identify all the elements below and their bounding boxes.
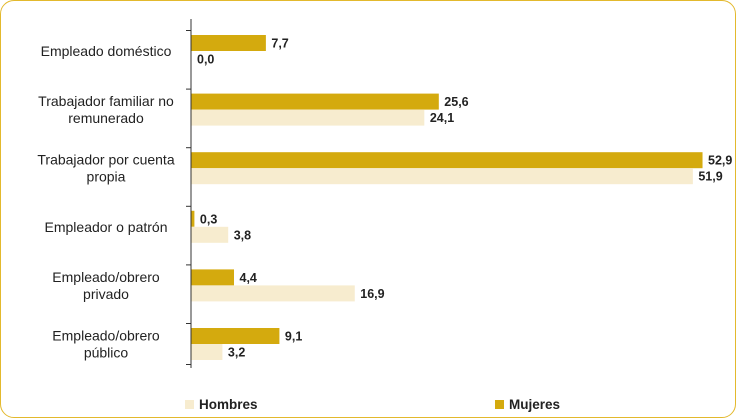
category-label: propia	[87, 169, 126, 185]
category-label: Trabajador por cuenta	[37, 152, 174, 168]
bar-mujeres	[191, 93, 439, 110]
bar-hombres	[191, 109, 425, 126]
category-label: remunerado	[68, 110, 144, 126]
data-label: 7,7	[271, 37, 288, 51]
data-label: 4,4	[240, 271, 257, 285]
bar-mujeres	[191, 210, 195, 227]
bar-mujeres	[191, 269, 235, 286]
bar-hombres	[191, 226, 229, 243]
legend-swatch-hombres	[185, 400, 194, 409]
bar-mujeres	[191, 152, 703, 169]
bar-hombres	[191, 168, 693, 185]
category-label: Empleador o patrón	[45, 219, 168, 235]
category-label: Trabajador familiar no	[38, 93, 174, 109]
data-label: 0,0	[197, 53, 214, 67]
data-label: 0,3	[200, 212, 217, 226]
data-label: 9,1	[285, 330, 302, 344]
legend-swatch-mujeres	[495, 400, 504, 409]
legend-label-hombres: Hombres	[199, 397, 258, 412]
category-label: Empleado/obrero	[52, 269, 160, 285]
bar-hombres	[191, 344, 223, 360]
data-label: 52,9	[708, 154, 732, 168]
legend-label-mujeres: Mujeres	[509, 397, 560, 412]
data-label: 51,9	[698, 170, 722, 184]
bar-hombres	[191, 285, 355, 302]
bar-mujeres	[191, 35, 266, 51]
category-label: privado	[83, 286, 129, 302]
data-label: 3,8	[234, 228, 251, 242]
category-label: público	[84, 345, 129, 361]
data-label: 16,9	[360, 287, 384, 301]
bar-mujeres	[191, 328, 280, 344]
data-label: 24,1	[430, 111, 454, 125]
data-label: 25,6	[444, 95, 468, 109]
data-label: 3,2	[228, 346, 245, 360]
category-label: Empleado/obrero	[52, 328, 160, 344]
category-label: Empleado doméstico	[41, 43, 172, 59]
